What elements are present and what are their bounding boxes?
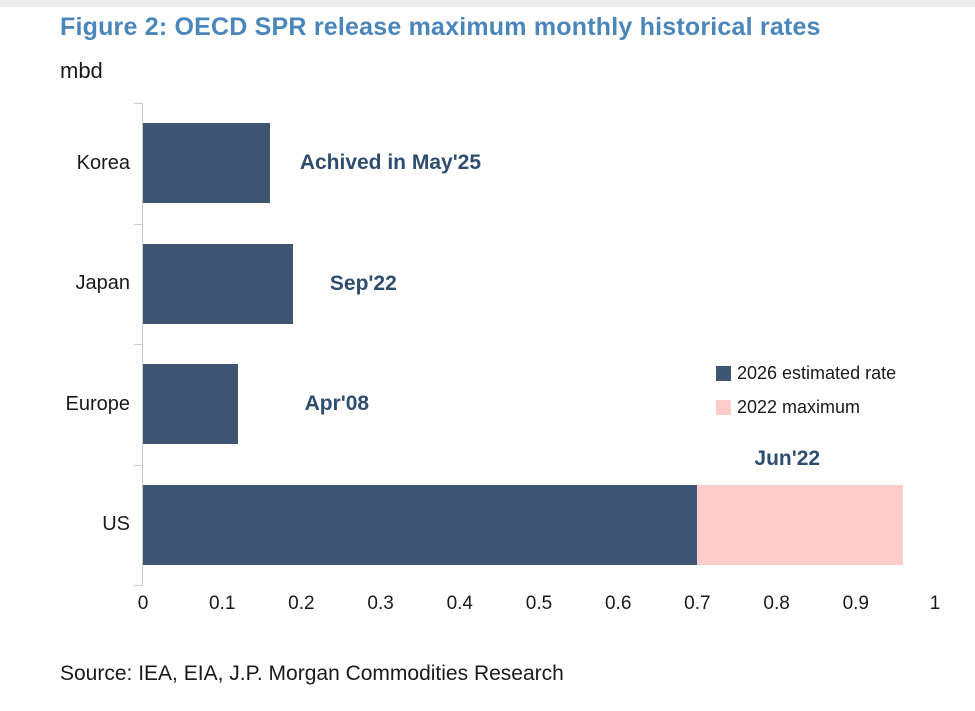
source-text: Source: IEA, EIA, J.P. Morgan Commoditie… — [60, 662, 564, 685]
bar-segment-navy — [143, 243, 294, 324]
x-tick-label: 0.5 — [525, 593, 553, 614]
annotation-label: Achived in May'25 — [299, 151, 482, 175]
legend-label-2022: 2022 maximum — [737, 397, 861, 417]
legend-label-2026: 2026 estimated rate — [737, 363, 897, 383]
x-tick-label: 0.4 — [446, 593, 473, 614]
annotation-label: Jun'22 — [754, 446, 821, 470]
bar-segment-pink — [697, 484, 904, 565]
annotation-label: Apr'08 — [304, 392, 370, 416]
legend-swatch-navy-icon — [716, 366, 731, 381]
top-border — [0, 0, 975, 7]
category-label: Europe — [65, 392, 131, 415]
bar-segment-navy — [143, 364, 239, 445]
legend-item-2026: 2026 estimated rate — [716, 363, 896, 384]
y-axis-tick — [134, 464, 143, 466]
annotation-label: Sep'22 — [329, 271, 397, 295]
category-label: Korea — [76, 151, 130, 174]
y-axis-tick — [134, 344, 143, 345]
x-tick-label: 0.1 — [208, 593, 236, 614]
legend-item-2022: 2022 maximum — [716, 397, 896, 418]
x-tick-label: 1 — [929, 593, 941, 614]
bar-segment-navy — [143, 484, 698, 565]
y-axis-tick — [134, 585, 143, 586]
x-tick-label: 0.6 — [604, 593, 632, 614]
unit-label: mbd — [60, 58, 103, 83]
chart-legend: 2026 estimated rate 2022 maximum — [716, 363, 896, 418]
category-label: US — [102, 513, 130, 536]
x-tick-label: 0.7 — [684, 593, 711, 614]
bar-segment-navy — [143, 123, 270, 204]
y-axis-tick — [134, 103, 143, 104]
x-tick-label: 0.3 — [367, 593, 394, 614]
x-tick-label: 0.2 — [288, 593, 315, 614]
x-tick-label: 0.9 — [842, 593, 869, 614]
x-tick-label: 0 — [137, 593, 149, 614]
figure-title: Figure 2: OECD SPR release maximum month… — [60, 13, 821, 41]
x-tick-label: 0.8 — [763, 593, 790, 614]
y-axis-tick — [134, 223, 143, 225]
category-label: Japan — [75, 272, 131, 295]
legend-swatch-pink-icon — [716, 400, 731, 415]
